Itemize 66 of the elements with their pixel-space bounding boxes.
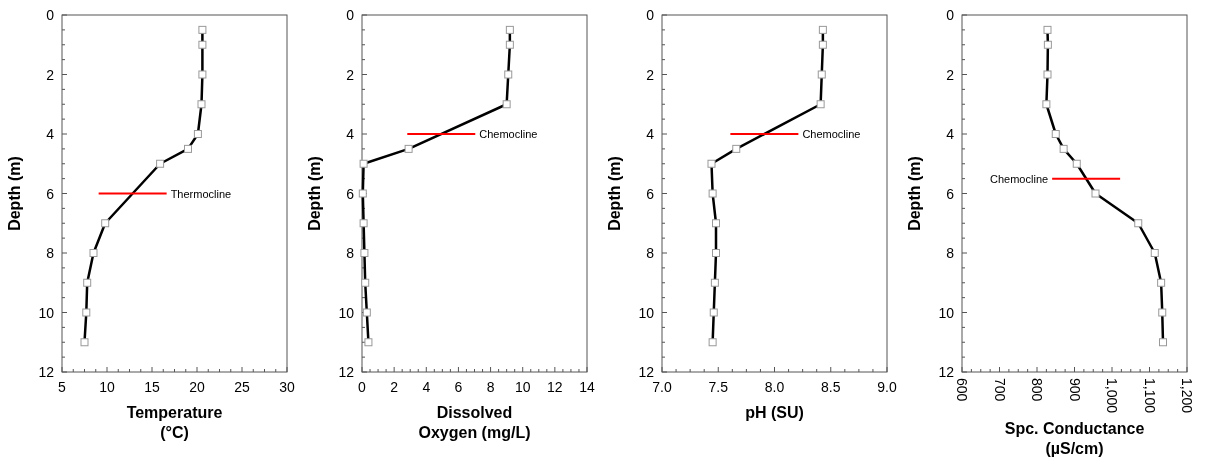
x-tick-label: 2: [390, 379, 399, 395]
y-axis-title: Depth (m): [306, 156, 323, 231]
y-axis-title: Depth (m): [606, 156, 623, 231]
y-tick-label: 0: [46, 7, 55, 23]
y-tick-label: 0: [646, 7, 655, 23]
y-tick-label: 0: [946, 7, 955, 23]
x-tick-label: 9.0: [877, 379, 897, 395]
x-tick-label: 1,000: [1104, 378, 1120, 414]
x-tick-label: 7.0: [652, 379, 672, 395]
y-tick-label: 2: [46, 66, 55, 83]
x-tick-label: 20: [189, 379, 205, 395]
y-tick-label: 10: [938, 304, 955, 321]
y-tick-label: 4: [646, 126, 655, 142]
y-tick-label: 10: [638, 304, 655, 321]
x-tick-label: 8.0: [764, 379, 785, 395]
x-tick-label: 7.5: [708, 379, 729, 395]
x-tick-label: 10: [99, 379, 115, 395]
y-tick-label: 12: [938, 364, 955, 380]
ref-line-label: Chemocline: [802, 128, 861, 140]
y-tick-label: 6: [46, 185, 55, 202]
y-tick-label: 2: [646, 66, 655, 83]
ref-line-label: Chemocline: [479, 128, 538, 140]
x-tick-label: 1,200: [1179, 378, 1195, 414]
ref-line-label: Chemocline: [990, 172, 1049, 185]
y-tick-label: 10: [338, 304, 355, 321]
y-tick-label: 12: [338, 364, 355, 380]
x-tick-label: 8: [486, 379, 495, 395]
y-tick-label: 10: [38, 304, 55, 321]
y-tick-label: 8: [946, 245, 955, 261]
y-tick-label: 0: [346, 7, 355, 23]
ref-line-label: Thermocline: [170, 187, 232, 200]
y-tick-label: 6: [346, 185, 355, 202]
x-tick-label: 10: [514, 379, 531, 395]
y-tick-label: 2: [346, 66, 355, 83]
y-axis-title: Depth (m): [6, 156, 23, 231]
x-tick-label: 30: [279, 379, 295, 395]
y-tick-label: 12: [38, 364, 55, 380]
x-tick-label: 4: [422, 379, 431, 395]
x-tick-label: 14: [579, 379, 595, 395]
y-tick-label: 6: [646, 185, 655, 202]
x-tick-label: 700: [991, 378, 1008, 402]
x-tick-label: 800: [1029, 378, 1045, 402]
x-axis-title: Dissolved Oxygen (mg/L): [418, 404, 531, 441]
x-tick-label: 900: [1066, 378, 1083, 402]
x-axis-title: Temperature (°C): [126, 404, 223, 441]
x-axis-title: pH (SU): [745, 404, 804, 421]
y-tick-label: 12: [638, 364, 655, 380]
y-tick-label: 4: [46, 126, 55, 142]
y-tick-label: 4: [346, 126, 355, 142]
y-tick-label: 4: [946, 126, 955, 142]
y-tick-label: 8: [346, 245, 355, 261]
x-tick-label: 600: [954, 378, 970, 402]
y-tick-label: 2: [946, 66, 955, 83]
x-tick-label: 6: [454, 379, 463, 395]
x-tick-label: 25: [234, 379, 250, 395]
x-tick-label: 8.5: [821, 379, 841, 395]
x-tick-label: 1,100: [1141, 378, 1158, 414]
x-tick-label: 12: [547, 379, 563, 395]
y-tick-label: 6: [946, 185, 955, 202]
y-tick-label: 8: [646, 245, 655, 261]
x-axis-title: Spc. Conductance (µS/cm): [1004, 420, 1145, 457]
x-tick-label: 15: [144, 379, 160, 395]
y-axis-title: Depth (m): [906, 156, 923, 231]
x-tick-label: 0: [358, 379, 367, 395]
y-tick-label: 8: [46, 245, 55, 261]
x-tick-label: 5: [58, 379, 67, 395]
